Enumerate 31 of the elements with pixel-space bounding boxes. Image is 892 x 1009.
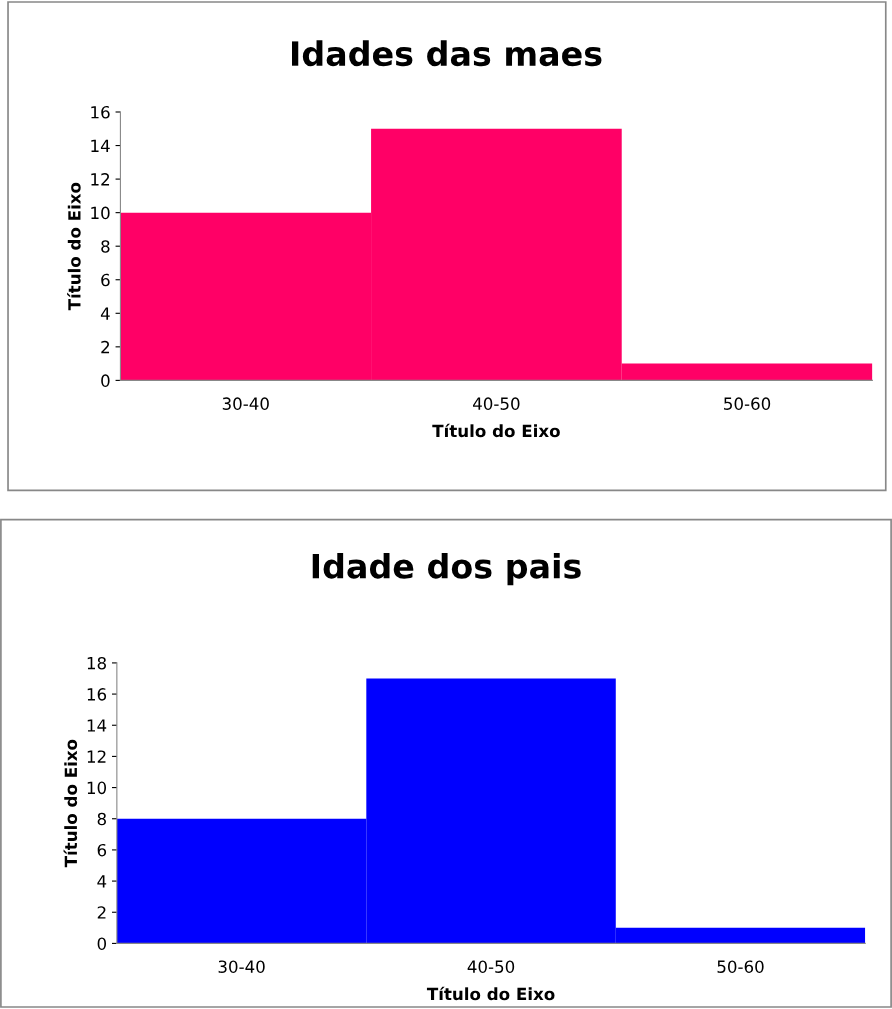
y-tick-label: 4 <box>100 307 110 320</box>
y-tick-label: 12 <box>87 750 106 763</box>
y-tick-label: 2 <box>101 340 110 354</box>
y-tick-label: 10 <box>91 206 110 220</box>
y-tick-label: 8 <box>101 240 110 253</box>
y-tick-label: 4 <box>97 875 107 888</box>
chart-title: Idades das maes <box>291 40 602 67</box>
x-tick-label: 50-60 <box>724 397 771 410</box>
y-axis-title: Título do Eixo <box>63 739 78 868</box>
y-tick-label: 6 <box>101 273 110 287</box>
y-tick-label: 0 <box>101 374 110 387</box>
x-tick-label: 50-60 <box>717 960 764 973</box>
x-axis-title: Título do Eixo <box>432 423 560 438</box>
y-tick-label: 16 <box>87 688 107 701</box>
y-tick-label: 2 <box>97 906 106 919</box>
y-tick-label: 14 <box>91 139 110 152</box>
y-tick-label: 8 <box>97 812 106 826</box>
y-tick-label: 14 <box>87 719 107 732</box>
x-tick-label: 40-50 <box>473 397 520 410</box>
x-tick-label: 30-40 <box>222 397 269 410</box>
chart-title: Idade dos pais <box>312 552 581 586</box>
y-tick-label: 12 <box>91 173 110 186</box>
y-tick-label: 18 <box>87 656 106 670</box>
y-tick-label: 10 <box>87 781 107 795</box>
y-tick-label: 16 <box>91 105 110 119</box>
y-tick-label: 0 <box>97 937 107 950</box>
y-axis-title: Título do Eixo <box>67 182 81 311</box>
x-axis-title: Título do Eixo <box>426 986 555 1001</box>
x-tick-label: 40-50 <box>467 960 515 973</box>
x-tick-label: 30-40 <box>218 960 265 973</box>
y-tick-label: 6 <box>97 843 107 857</box>
